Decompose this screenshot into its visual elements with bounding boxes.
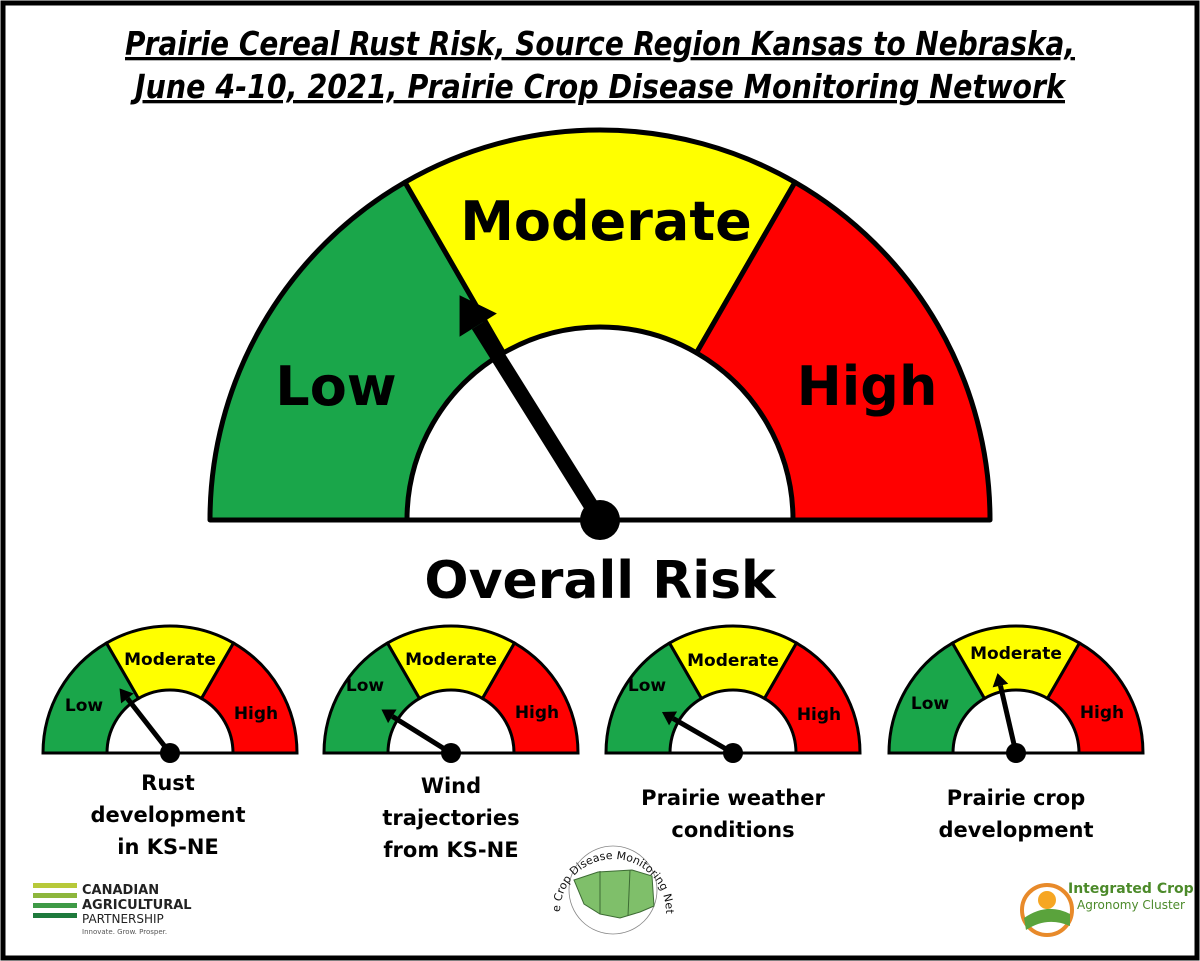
- gauge-needle: [471, 321, 607, 524]
- gauge-low-segment: [887, 640, 987, 755]
- gauge-caption-line: from KS-NE: [383, 838, 518, 862]
- gauge-low-segment: [207, 179, 506, 523]
- gauge-needle-arrowhead: [459, 295, 497, 337]
- gauge-needle-hub: [160, 743, 180, 763]
- gauge-label-moderate: Moderate: [687, 651, 779, 671]
- title-line-2: June 4-10, 2021, Prairie Crop Disease Mo…: [130, 67, 1067, 106]
- cap-logo-line2: AGRICULTURAL: [82, 898, 192, 913]
- icac-logo-line2: Agronomy Cluster: [1077, 898, 1185, 912]
- cap-logo: CANADIAN AGRICULTURAL PARTNERSHIP Innova…: [33, 883, 192, 936]
- icac-logo-field-icon: [1024, 908, 1070, 930]
- icac-logo: Integrated Crop Agronomy Cluster: [1020, 881, 1194, 937]
- gauge-low-segment: [41, 640, 141, 755]
- gauge-moderate-segment: [104, 624, 236, 701]
- gauge-caption-line: Rust: [141, 771, 195, 795]
- gauge-needle-hub: [580, 500, 620, 540]
- gauge-label-moderate: Moderate: [970, 644, 1062, 664]
- gauge-label-low: Low: [275, 355, 396, 418]
- gauge-high-segment: [762, 640, 862, 755]
- icac-logo-line1: Integrated Crop: [1068, 881, 1194, 897]
- cap-logo-tagline: Innovate. Grow. Prosper.: [82, 928, 167, 936]
- icac-logo-sun-icon: [1038, 891, 1056, 909]
- gauge-label-low: Low: [65, 696, 104, 716]
- gauge-caption-line: Wind: [421, 774, 481, 798]
- gauge-needle-arrowhead: [119, 688, 134, 704]
- gauge-high-segment: [199, 640, 299, 755]
- gauge-needle-arrowhead: [381, 709, 397, 724]
- component-gauge: Low Moderate High Wind trajectories from KS-N…: [322, 624, 580, 862]
- component-gauge: Low Moderate High Rust development in KS-NE: [41, 624, 299, 859]
- gauge-caption-line: in KS-NE: [117, 835, 219, 859]
- gauge-needle-arrowhead: [992, 673, 1009, 688]
- gauge-caption-line: development: [91, 803, 246, 827]
- gauge-needle-hub: [723, 743, 743, 763]
- gauge-high-segment: [480, 640, 580, 755]
- gauge-label-high: High: [797, 355, 938, 418]
- gauge-moderate-segment: [402, 127, 798, 356]
- cap-logo-line3: PARTNERSHIP: [82, 912, 164, 926]
- gauge-low-segment: [322, 640, 422, 755]
- gauge-label-high: High: [797, 705, 841, 725]
- gauge-label-moderate: Moderate: [124, 650, 216, 670]
- gauge-moderate-segment: [667, 624, 799, 701]
- gauge-caption-line: development: [939, 818, 1094, 842]
- gauge-label-low: Low: [628, 676, 667, 696]
- gauge-label-low: Low: [346, 676, 385, 696]
- prairie-map-icon: [573, 869, 655, 919]
- overall-risk-gauge: Low Moderate High: [207, 127, 993, 540]
- gauge-needle: [390, 714, 453, 756]
- gauge-needle: [125, 696, 172, 755]
- gauge-label-moderate: Moderate: [405, 650, 497, 670]
- gauge-needle: [671, 716, 735, 756]
- cap-logo-stripe: [33, 913, 77, 918]
- cap-logo-stripe: [33, 893, 77, 898]
- gauge-caption-line: Prairie crop: [947, 786, 1086, 810]
- gauge-moderate-segment: [385, 624, 517, 701]
- gauge-low-segment: [604, 640, 704, 755]
- overall-risk-caption: Overall Risk: [424, 551, 777, 611]
- gauge-label-high: High: [234, 704, 278, 724]
- component-gauge: Low Moderate High Prairie weather conditions: [604, 624, 862, 842]
- gauge-caption-line: Prairie weather: [641, 786, 825, 810]
- gauge-caption-line: trajectories: [382, 806, 519, 830]
- cap-logo-stripe: [33, 903, 77, 908]
- gauge-label-low: Low: [911, 694, 950, 714]
- prairie-map-borders: [599, 869, 631, 917]
- gauge-needle: [997, 685, 1019, 754]
- cap-logo-stripe: [33, 883, 77, 888]
- gauge-needle-arrowhead: [661, 711, 678, 726]
- cap-logo-line1: CANADIAN: [82, 883, 159, 898]
- gauge-high-segment: [694, 179, 993, 523]
- title-line-1: Prairie Cereal Rust Risk, Source Region …: [125, 24, 1075, 63]
- gauge-label-moderate: Moderate: [460, 190, 752, 253]
- gauge-caption-line: conditions: [671, 818, 794, 842]
- component-gauge: Low Moderate High Prairie crop development: [887, 624, 1145, 842]
- gauge-needle-hub: [1006, 743, 1026, 763]
- gauge-needle-hub: [441, 743, 461, 763]
- gauge-label-high: High: [1080, 703, 1124, 723]
- gauge-high-segment: [1045, 640, 1145, 755]
- gauge-label-high: High: [515, 703, 559, 723]
